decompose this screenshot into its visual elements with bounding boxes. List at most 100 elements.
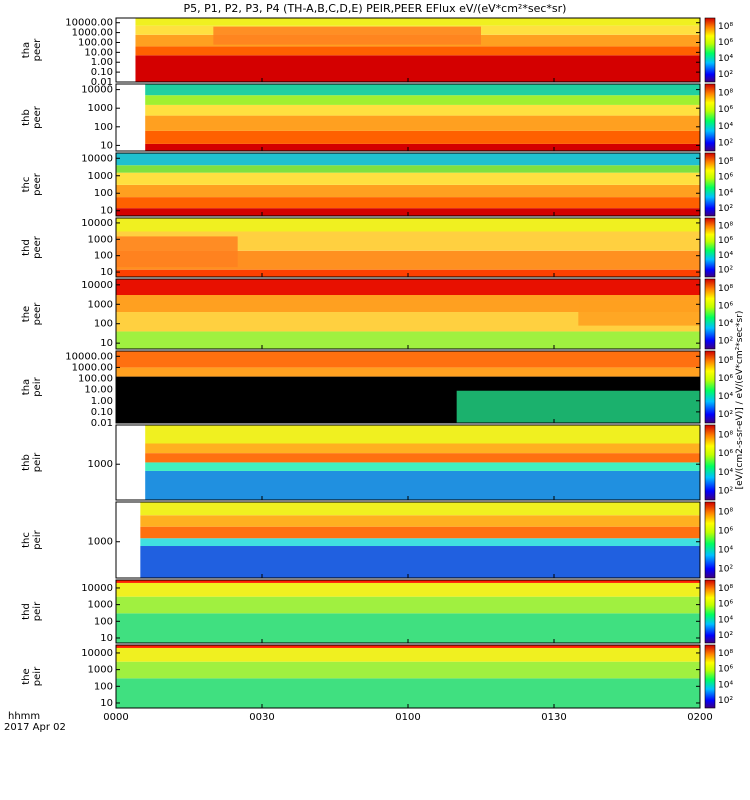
colorbar-tick-label: 10⁸ xyxy=(718,157,733,167)
colorbar-tick-label: 10² xyxy=(718,70,733,80)
y-tick-label: 100.00 xyxy=(78,374,113,385)
panel-thd-peer xyxy=(115,217,716,278)
colorbar-tick-label: 10² xyxy=(718,631,733,641)
panel-species-label: peer xyxy=(32,38,43,62)
panel-species-label: peir xyxy=(32,376,43,396)
y-tick-label: 10000 xyxy=(81,218,113,229)
colorbar-tick-label: 10⁸ xyxy=(718,221,733,231)
y-tick-label: 10 xyxy=(100,698,113,709)
panel-probe-label: thd xyxy=(21,603,32,620)
energy-band xyxy=(145,425,700,444)
y-tick-label: 1000.00 xyxy=(72,28,113,39)
colorbar-tick-label: 10⁶ xyxy=(718,600,733,610)
x-axis-format-label: hhmm xyxy=(8,711,40,722)
energy-band xyxy=(135,55,700,82)
y-tick-label: 1000 xyxy=(88,299,113,310)
colorbar-tick-label: 10² xyxy=(718,204,733,214)
flux-enhancement xyxy=(213,26,482,45)
colorbar-tick-label: 10² xyxy=(718,565,733,575)
colorbar xyxy=(704,350,716,424)
energy-band xyxy=(116,218,700,232)
chart-title: P5, P1, P2, P3, P4 (TH-A,B,C,D,E) PEIR,P… xyxy=(184,2,567,15)
energy-band xyxy=(116,647,700,662)
colorbar xyxy=(704,278,716,350)
panel-tha-peer xyxy=(115,17,716,83)
x-tick-label: 0100 xyxy=(395,712,420,723)
y-tick-label: 100 xyxy=(94,616,113,627)
colorbar-tick-label: 10⁶ xyxy=(718,374,733,384)
energy-band xyxy=(116,331,700,349)
panel-thb-peir xyxy=(115,424,716,501)
energy-band xyxy=(116,596,700,614)
colorbar xyxy=(704,579,716,644)
colorbar-tick-label: 10⁸ xyxy=(718,508,733,518)
y-tick-label: 10 xyxy=(100,206,113,217)
y-tick-label: 1000 xyxy=(88,103,113,114)
y-tick-label: 0.01 xyxy=(91,77,113,88)
colorbar-tick-label: 10² xyxy=(718,410,733,420)
panel-probe-label: thb xyxy=(21,454,32,471)
colorbar-unit-label: [eV/(cm2-s-sr-eV)] / eV/(eV*cm²*sec*sr) xyxy=(735,311,745,490)
y-tick-label: 1000 xyxy=(88,600,113,611)
y-tick-label: 0.01 xyxy=(91,418,113,429)
energy-band xyxy=(140,502,701,516)
energy-band xyxy=(145,462,700,471)
panel-the-peer xyxy=(115,278,716,350)
colorbar-tick-label: 10⁶ xyxy=(718,449,733,459)
colorbar-tick-label: 10⁴ xyxy=(718,680,733,690)
y-tick-label: 100 xyxy=(94,188,113,199)
colorbar-tick-label: 10⁶ xyxy=(718,665,733,675)
panel-species-label: peer xyxy=(32,105,43,129)
panel-probe-label: tha xyxy=(21,379,32,395)
flux-enhancement xyxy=(456,390,700,423)
flux-enhancement xyxy=(116,236,238,268)
colorbar xyxy=(704,217,716,278)
y-tick-label: 10000 xyxy=(81,583,113,594)
energy-band xyxy=(116,184,700,198)
colorbar xyxy=(704,424,716,501)
energy-band xyxy=(145,143,700,151)
colorbar-tick-label: 10⁴ xyxy=(718,615,733,625)
panel-probe-label: the xyxy=(21,306,32,322)
energy-band xyxy=(116,613,700,643)
y-tick-label: 10 xyxy=(100,140,113,151)
energy-band xyxy=(145,115,700,131)
colorbar-tick-label: 10⁴ xyxy=(718,546,733,556)
colorbar-tick-label: 10⁸ xyxy=(718,22,733,32)
energy-band xyxy=(145,443,700,454)
y-tick-label: 10000 xyxy=(81,280,113,291)
energy-band xyxy=(116,367,700,377)
energy-band xyxy=(135,46,700,56)
energy-band xyxy=(116,197,700,209)
colorbar-tick-label: 10² xyxy=(718,266,733,276)
x-tick-label: 0000 xyxy=(103,712,128,723)
y-tick-label: 100 xyxy=(94,251,113,262)
panel-probe-label: thc xyxy=(21,532,32,548)
colorbar-tick-label: 10⁴ xyxy=(718,188,733,198)
y-tick-label: 1000.00 xyxy=(72,362,113,373)
panel-the-peir xyxy=(115,644,716,709)
colorbar-tick-label: 10² xyxy=(718,487,733,497)
colorbar-tick-label: 10² xyxy=(718,696,733,706)
y-tick-label: 0.10 xyxy=(91,67,113,78)
panel-probe-label: tha xyxy=(21,42,32,58)
y-tick-label: 10000.00 xyxy=(65,351,113,362)
x-tick-label: 0030 xyxy=(249,712,274,723)
panel-thc-peer xyxy=(115,152,716,217)
energy-band xyxy=(145,84,700,96)
energy-band xyxy=(116,351,700,368)
colorbar-tick-label: 10⁴ xyxy=(718,251,733,261)
panel-species-label: peer xyxy=(32,235,43,259)
y-tick-label: 1000 xyxy=(88,234,113,245)
colorbar-tick-label: 10⁶ xyxy=(718,236,733,246)
panel-probe-label: the xyxy=(21,668,32,684)
panel-species-label: peer xyxy=(32,302,43,326)
colorbar-tick-label: 10⁸ xyxy=(718,356,733,366)
energy-band xyxy=(116,678,700,708)
panel-probe-label: thd xyxy=(21,239,32,256)
colorbar-tick-label: 10⁴ xyxy=(718,319,733,329)
colorbar-tick-label: 10⁸ xyxy=(718,284,733,294)
colorbar-tick-label: 10⁸ xyxy=(718,649,733,659)
colorbar-tick-label: 10⁴ xyxy=(718,392,733,402)
